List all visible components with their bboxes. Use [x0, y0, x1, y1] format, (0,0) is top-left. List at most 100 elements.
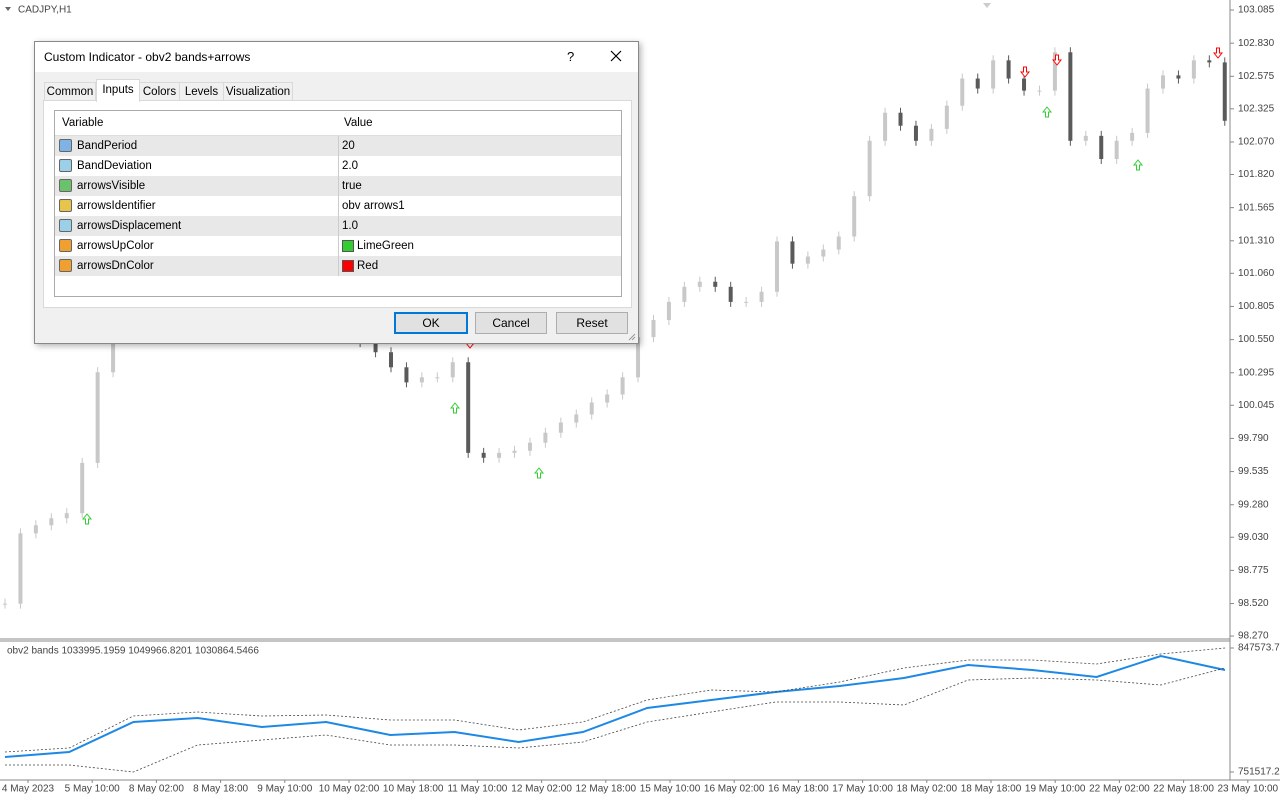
input-row[interactable]: BandDeviation 2.0 — [55, 156, 621, 176]
candle-body — [558, 422, 563, 433]
tab[interactable]: Inputs — [96, 79, 140, 102]
x-tick-label: 16 May 02:00 — [704, 784, 765, 795]
up-arrow — [534, 467, 544, 479]
y-tick-label: 98.270 — [1238, 631, 1269, 642]
candle-body — [1207, 60, 1212, 63]
candle-body — [589, 402, 594, 415]
dialog-button[interactable]: OK — [394, 312, 468, 334]
input-row[interactable]: arrowsDnColor Red — [55, 256, 621, 276]
candle-body — [852, 196, 857, 237]
y-tick-label: 99.790 — [1238, 433, 1269, 444]
column-divider — [338, 236, 339, 256]
candle-body — [1083, 135, 1088, 141]
indicator-dialog: Custom Indicator - obv2 bands+arrows ? C… — [34, 41, 639, 344]
candle-body — [481, 452, 486, 458]
x-tick-label: 8 May 18:00 — [193, 784, 248, 795]
up-arrow — [450, 402, 460, 414]
variable-value: obv arrows1 — [342, 200, 405, 212]
input-row[interactable]: arrowsVisible true — [55, 176, 621, 196]
dialog-button[interactable]: Cancel — [475, 312, 547, 334]
y-tick-label: 751517.22 — [1238, 767, 1280, 778]
tab[interactable]: Levels — [179, 82, 224, 101]
candle-body — [883, 112, 888, 141]
x-tick-label: 4 May 2023 — [2, 784, 55, 795]
color-swatch — [342, 260, 354, 272]
close-button[interactable] — [610, 50, 622, 62]
variable-value: 1.0 — [342, 220, 358, 232]
tab[interactable]: Common — [44, 82, 96, 101]
tab[interactable]: Colors — [139, 82, 180, 101]
column-divider — [338, 216, 339, 236]
candle-body — [913, 125, 918, 141]
candle-body — [759, 291, 764, 302]
variable-name: arrowsVisible — [77, 180, 146, 192]
variable-name: BandDeviation — [77, 160, 152, 172]
candle-body — [527, 442, 532, 451]
input-row[interactable]: arrowsDisplacement 1.0 — [55, 216, 621, 236]
y-tick-label: 98.775 — [1238, 565, 1269, 576]
candle-body — [867, 140, 872, 197]
dialog-button[interactable]: Reset — [556, 312, 628, 334]
x-tick-label: 23 May 10:00 — [1217, 784, 1278, 795]
input-row[interactable]: arrowsIdentifier obv arrows1 — [55, 196, 621, 216]
candle-body — [1145, 88, 1150, 133]
column-divider — [338, 256, 339, 276]
candle-body — [64, 513, 69, 519]
x-tick-label: 10 May 02:00 — [319, 784, 380, 795]
candle-body — [435, 377, 440, 379]
candle-body — [512, 450, 517, 453]
variable-value: true — [342, 180, 362, 192]
x-tick-label: 19 May 10:00 — [1025, 784, 1086, 795]
symbol-menu-icon[interactable] — [5, 7, 11, 11]
x-tick-label: 18 May 18:00 — [961, 784, 1022, 795]
candle-body — [821, 249, 826, 257]
candle-body — [636, 337, 641, 378]
candle-body — [929, 128, 934, 141]
variable-value: Red — [357, 260, 379, 272]
dialog-title: Custom Indicator - obv2 bands+arrows — [44, 50, 251, 64]
input-row[interactable]: BandPeriod 20 — [55, 136, 621, 156]
x-tick-label: 12 May 02:00 — [511, 784, 572, 795]
candle-body — [666, 301, 671, 320]
tab-panel: Variable Value BandPeriod 20 BandDeviation 2.… — [43, 100, 632, 308]
down-arrow — [1020, 66, 1030, 78]
type-icon — [59, 199, 72, 212]
type-icon — [59, 219, 72, 232]
obv-line — [4, 654, 1226, 758]
candle-body — [466, 362, 471, 453]
candle-body — [620, 377, 625, 395]
down-arrow — [1213, 47, 1223, 59]
input-row[interactable]: arrowsUpColor LimeGreen — [55, 236, 621, 256]
column-divider — [338, 156, 339, 176]
candle-body — [33, 525, 38, 534]
tab[interactable]: Visualization — [223, 82, 293, 101]
x-tick-label: 8 May 02:00 — [129, 784, 184, 795]
candle-body — [1037, 90, 1042, 92]
candle-body — [389, 352, 393, 368]
candle-body — [1191, 60, 1196, 79]
up-arrow — [1042, 106, 1052, 118]
x-tick-label: 15 May 10:00 — [640, 784, 701, 795]
candle-body — [682, 286, 687, 302]
y-tick-label: 847573.74 — [1238, 643, 1280, 654]
candle-body — [975, 78, 980, 89]
candle-body — [605, 394, 610, 403]
candle-body — [373, 342, 378, 353]
help-button[interactable]: ? — [567, 49, 575, 64]
inputs-table: Variable Value BandPeriod 20 BandDeviation 2.… — [54, 110, 622, 297]
column-divider — [338, 196, 339, 216]
candle-body — [728, 286, 733, 302]
x-tick-label: 17 May 10:00 — [832, 784, 893, 795]
candle-body — [1022, 78, 1027, 91]
candle-body — [18, 533, 23, 604]
scroll-marker — [983, 3, 991, 8]
candle-body — [1130, 132, 1135, 141]
variable-value: 2.0 — [342, 160, 358, 172]
y-tick-label: 100.550 — [1238, 334, 1275, 345]
y-tick-label: 102.070 — [1238, 137, 1275, 148]
column-header: Variable — [62, 117, 104, 129]
candle-body — [80, 462, 85, 514]
candle-body — [1114, 140, 1119, 160]
candle-body — [450, 362, 455, 378]
